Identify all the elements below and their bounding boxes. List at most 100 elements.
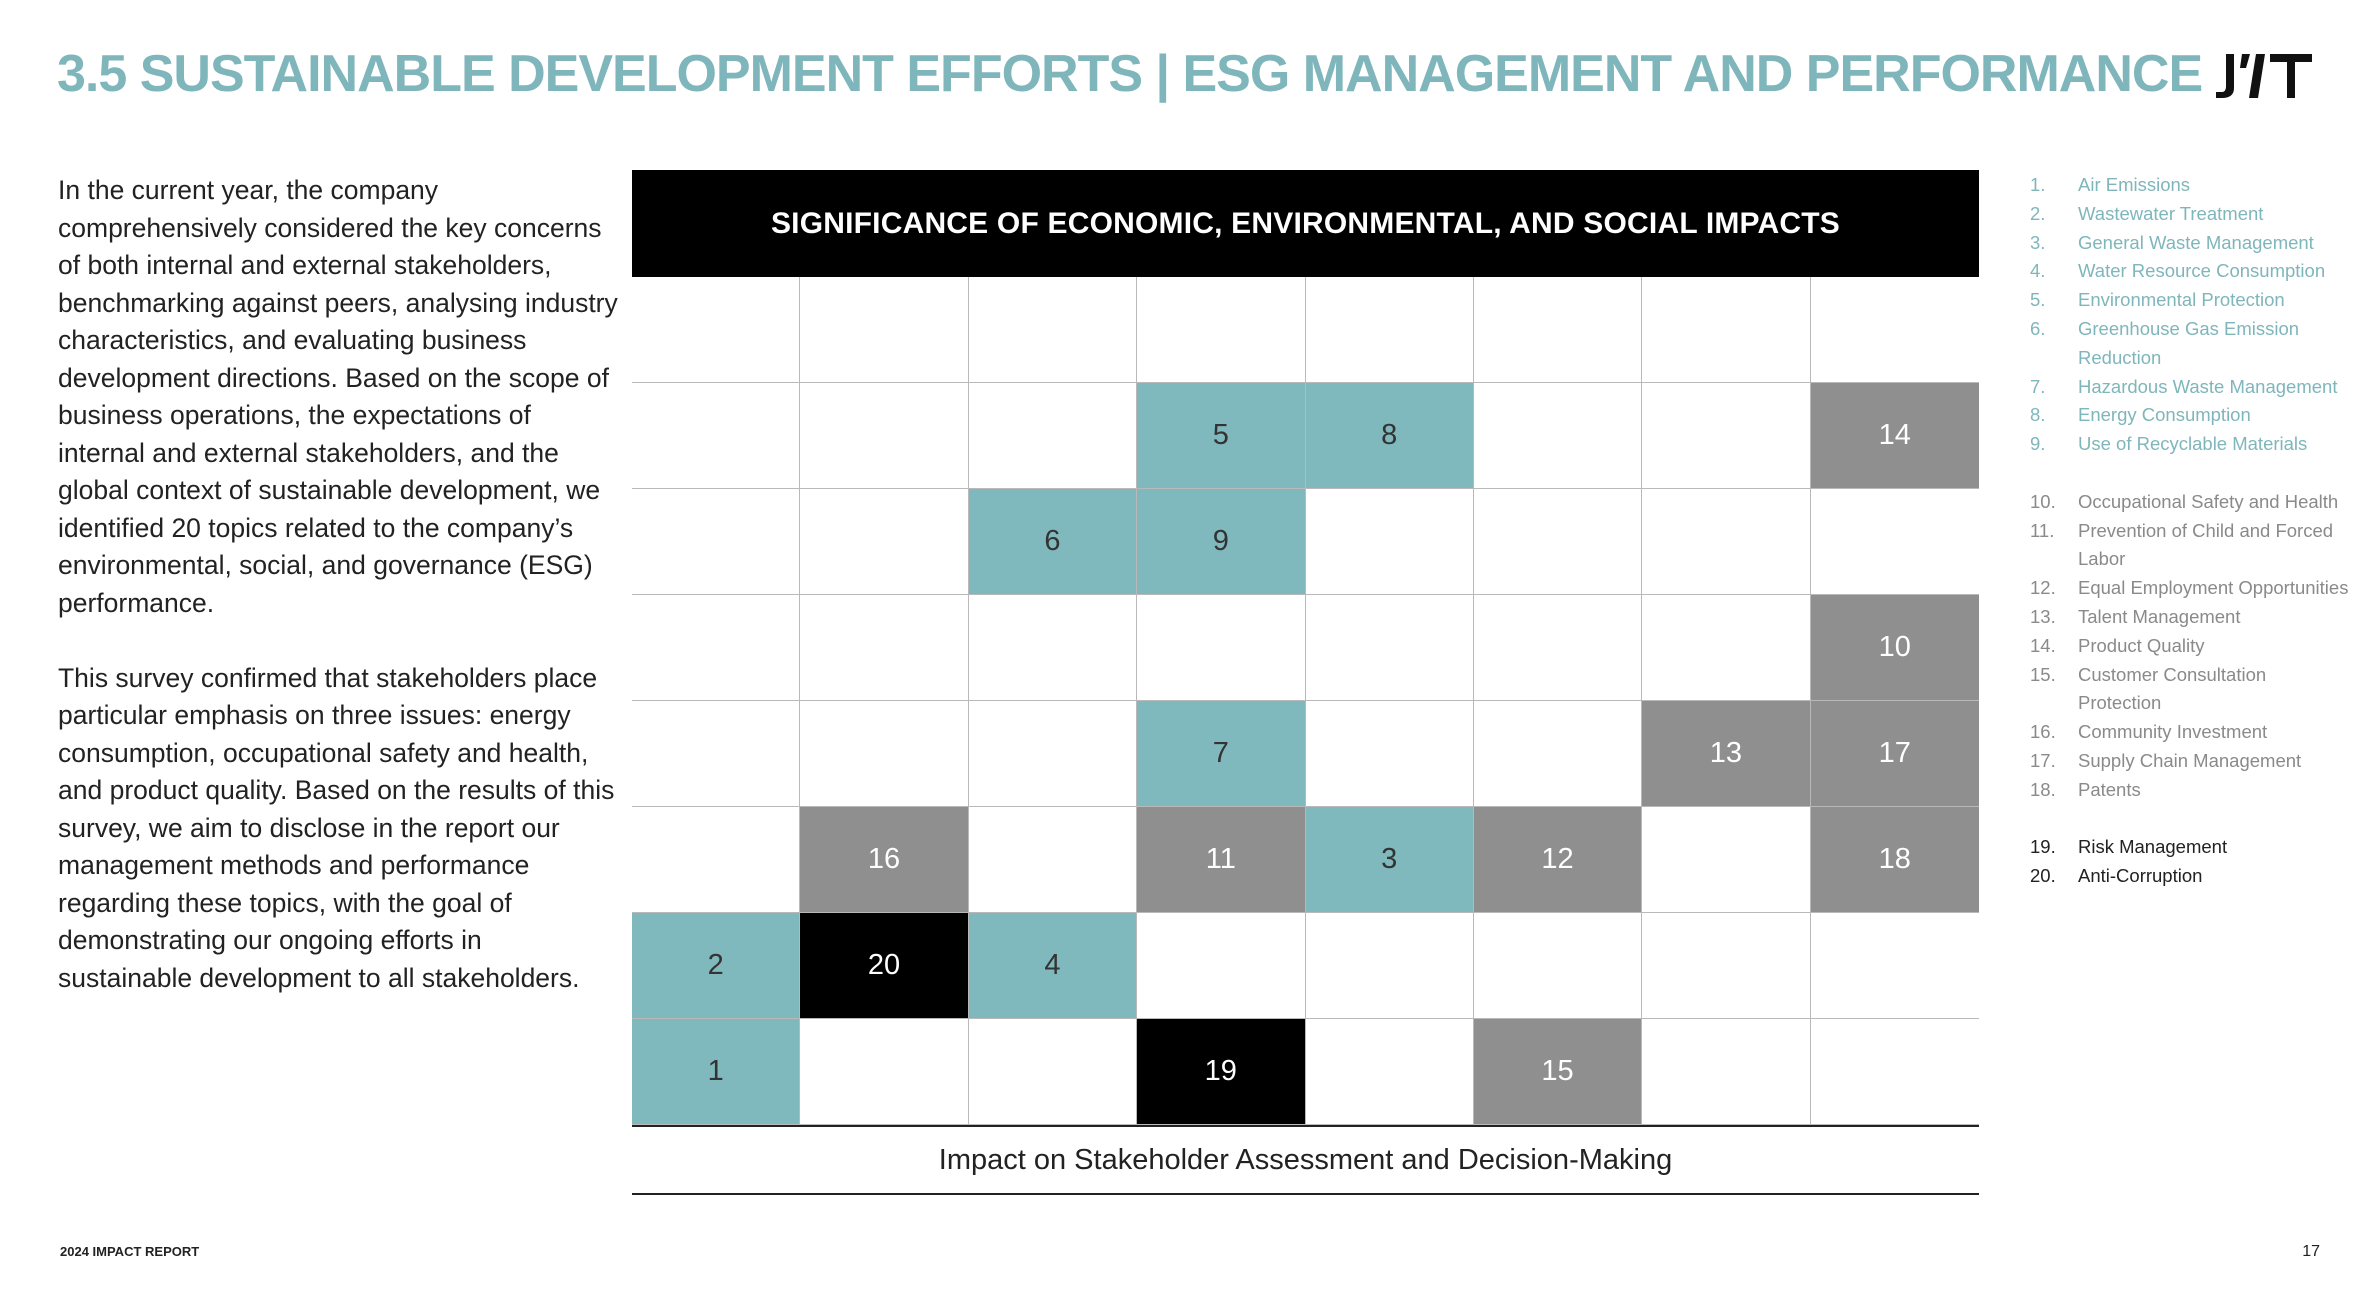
legend-gap <box>2030 805 2350 834</box>
page-number: 17 <box>2302 1243 2320 1260</box>
matrix-cell-topic-6: 6 <box>968 489 1138 595</box>
matrix-cell-empty <box>1473 489 1643 595</box>
matrix-cell-empty <box>968 1019 1138 1125</box>
matrix-cell-empty <box>968 807 1138 913</box>
matrix-cell-topic-15: 15 <box>1473 1019 1643 1125</box>
legend-item-label: Risk Management <box>2078 836 2228 858</box>
legend-item-label: Community Investment <box>2078 721 2268 743</box>
matrix-cell-empty <box>800 383 969 489</box>
matrix-title: SIGNIFICANCE OF ECONOMIC, ENVIRONMENTAL,… <box>632 170 1979 277</box>
legend-item-social: 13. Talent Management <box>2030 603 2350 632</box>
matrix-cell-empty <box>632 701 801 807</box>
matrix-cell-empty <box>800 1019 969 1125</box>
legend-item-label: Product Quality <box>2078 634 2205 656</box>
matrix-cell-topic-4: 4 <box>968 913 1138 1019</box>
legend-item-environmental: 4. Water Resource Consumption <box>2030 257 2350 286</box>
legend-item-label: Hazardous Waste Management <box>2078 375 2338 397</box>
legend-item-label: Energy Consumption <box>2078 404 2251 426</box>
matrix-cell-empty <box>800 277 969 383</box>
matrix-cell-topic-7: 7 <box>1137 701 1306 807</box>
matrix-cell-empty <box>1305 1019 1474 1125</box>
legend-item-social: 18. Patents <box>2030 776 2350 805</box>
matrix-cell-topic-10: 10 <box>1810 595 1979 701</box>
matrix-cell-empty <box>1642 489 1811 595</box>
legend-item-label: Environmental Protection <box>2078 289 2285 311</box>
legend-item-label: Customer Consultation Protection <box>2078 663 2267 714</box>
matrix-cell-empty <box>1473 595 1643 701</box>
matrix-cell-topic-18: 18 <box>1810 807 1979 913</box>
matrix-grid: 5 8 14 6 9 10 7 13 17 16 11 3 12 18 2 20 4 1 19 15 <box>632 277 1979 1127</box>
legend-item-environmental: 7. Hazardous Waste Management <box>2030 373 2350 402</box>
matrix-cell-topic-11: 11 <box>1137 807 1306 913</box>
legend-item-social: 10. Occupational Safety and Health <box>2030 488 2350 517</box>
matrix-cell-empty <box>632 277 801 383</box>
matrix-cell-empty <box>1473 277 1643 383</box>
legend-item-label: Supply Chain Management <box>2078 749 2302 771</box>
legend-item-environmental: 2. Wastewater Treatment <box>2030 200 2350 229</box>
legend-item-label: Talent Management <box>2078 605 2241 627</box>
matrix-cell-empty <box>1137 595 1306 701</box>
legend-item-number: 5. <box>2030 289 2046 311</box>
legend-item-number: 16. <box>2030 721 2056 743</box>
footer-report-name: 2024 IMPACT REPORT <box>60 1244 200 1259</box>
matrix-cell-empty <box>1642 277 1811 383</box>
page-title: 3.5 SUSTAINABLE DEVELOPMENT EFFORTS | ES… <box>57 45 2203 103</box>
matrix-cell-topic-1: 1 <box>632 1019 801 1125</box>
matrix-cell-empty <box>1305 701 1474 807</box>
legend-item-environmental: 1. Air Emissions <box>2030 171 2350 200</box>
matrix-cell-empty <box>1810 1019 1979 1125</box>
matrix-cell-empty <box>968 277 1138 383</box>
legend-item-number: 15. <box>2030 663 2056 685</box>
legend-item-social: 11. Prevention of Child and Forced Labor <box>2030 517 2350 575</box>
legend-item-label: Wastewater Treatment <box>2078 202 2264 224</box>
matrix-cell-empty <box>1810 913 1979 1019</box>
matrix-cell-empty <box>1305 595 1474 701</box>
matrix-cell-topic-20: 20 <box>800 913 969 1019</box>
legend-item-number: 18. <box>2030 778 2056 800</box>
legend-item-number: 8. <box>2030 404 2046 426</box>
matrix-cell-empty <box>1137 277 1306 383</box>
legend-item-label: Use of Recyclable Materials <box>2078 433 2308 455</box>
legend-item-environmental: 3. General Waste Management <box>2030 229 2350 258</box>
matrix-cell-empty <box>800 489 969 595</box>
matrix-cell-empty <box>1473 913 1643 1019</box>
matrix-cell-topic-3: 3 <box>1305 807 1474 913</box>
matrix-cell-topic-16: 16 <box>800 807 969 913</box>
matrix-cell-topic-8: 8 <box>1305 383 1474 489</box>
matrix-cell-topic-14: 14 <box>1810 383 1979 489</box>
legend-item-label: Air Emissions <box>2078 174 2191 195</box>
matrix-cell-topic-17: 17 <box>1810 701 1979 807</box>
matrix-cell-topic-9: 9 <box>1137 489 1306 595</box>
matrix-cell-empty <box>1642 913 1811 1019</box>
legend-item-environmental: 8. Energy Consumption <box>2030 401 2350 430</box>
legend-item-label: Greenhouse Gas Emission Reduction <box>2078 317 2300 368</box>
matrix-cell-topic-13: 13 <box>1642 701 1811 807</box>
matrix-cell-empty <box>632 595 801 701</box>
legend-item-social: 16. Community Investment <box>2030 718 2350 747</box>
legend-item-number: 20. <box>2030 865 2056 887</box>
legend-item-number: 19. <box>2030 836 2056 858</box>
x-axis-label: Impact on Stakeholder Assessment and Dec… <box>632 1127 1979 1195</box>
legend-item-number: 13. <box>2030 605 2056 627</box>
matrix-cell-empty <box>1642 1019 1811 1125</box>
legend-item-label: General Waste Management <box>2078 231 2314 253</box>
legend-gap <box>2030 459 2350 488</box>
matrix-cell-empty <box>1810 489 1979 595</box>
legend-item-number: 7. <box>2030 375 2046 397</box>
matrix-cell-empty <box>1810 277 1979 383</box>
legend-item-number: 17. <box>2030 749 2056 771</box>
intro-paragraph-2: This survey confirmed that stakeholders … <box>58 662 615 993</box>
matrix-cell-empty <box>968 383 1138 489</box>
intro-paragraph-1: In the current year, the company compreh… <box>58 175 618 618</box>
legend-item-number: 14. <box>2030 634 2056 656</box>
legend-item-governance: 19. Risk Management <box>2030 833 2350 862</box>
matrix-cell-empty <box>632 383 801 489</box>
legend-item-number: 2. <box>2030 202 2046 224</box>
legend-item-environmental: 9. Use of Recyclable Materials <box>2030 430 2350 459</box>
matrix-cell-empty <box>1642 807 1811 913</box>
matrix-cell-topic-19: 19 <box>1137 1019 1306 1125</box>
matrix-cell-empty <box>968 701 1138 807</box>
matrix-cell-empty <box>1305 489 1474 595</box>
matrix-cell-empty <box>1473 383 1643 489</box>
matrix-cell-empty <box>1137 913 1306 1019</box>
